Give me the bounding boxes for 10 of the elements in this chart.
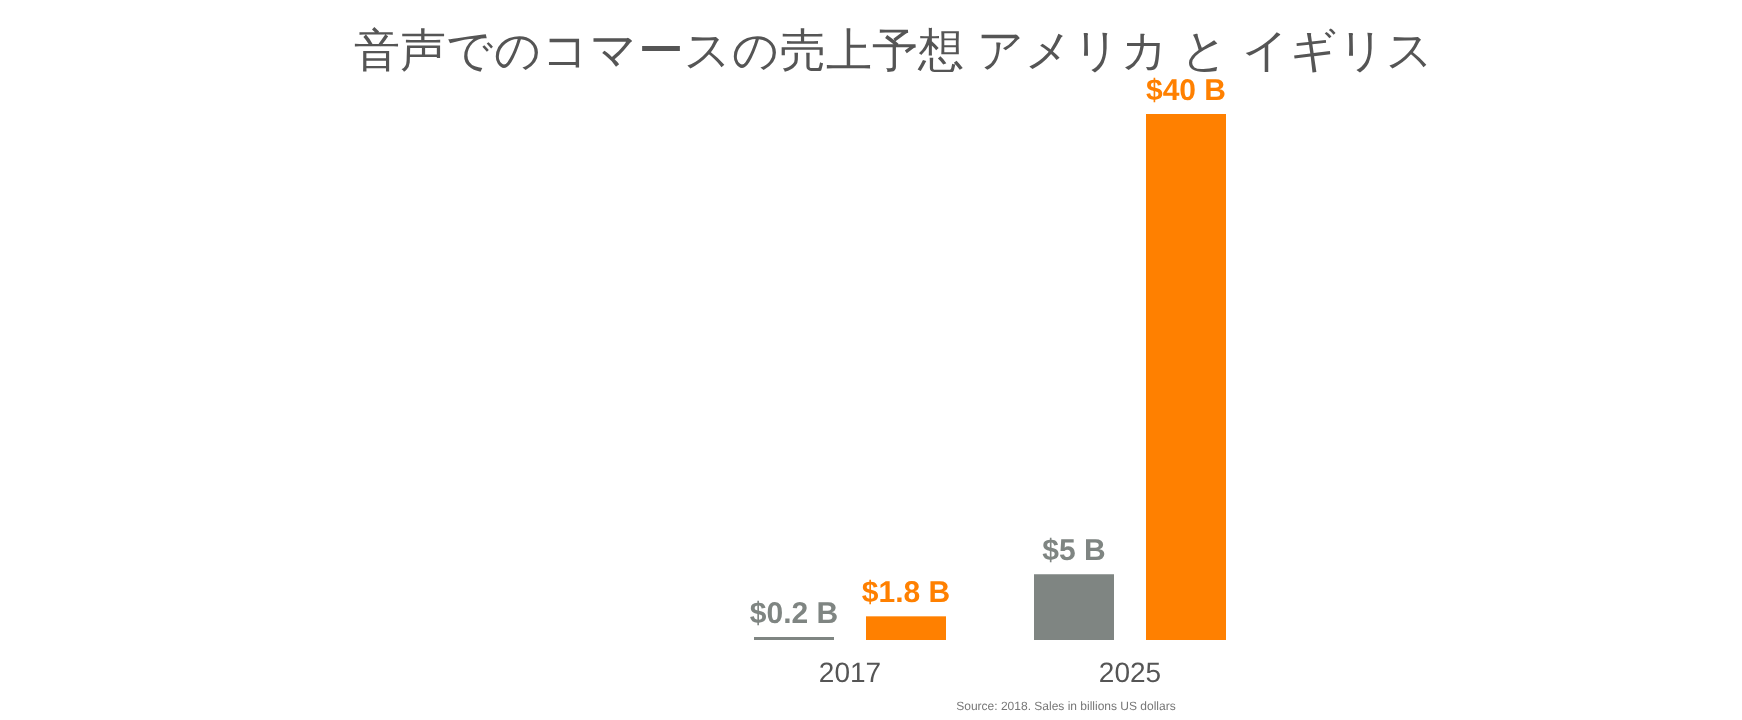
data-label: $0.2 B [749, 597, 839, 631]
bar [1034, 574, 1114, 640]
data-label: $1.8 B [861, 576, 951, 611]
bar [866, 616, 946, 640]
bar [1146, 114, 1226, 640]
x-tick-label: 2025 [1098, 656, 1162, 688]
chart-title: 音声でのコマースの売上予想 アメリカ と イギリス [353, 24, 1435, 76]
x-tick-label: 2017 [818, 656, 882, 688]
data-label: $5 B [1042, 534, 1107, 569]
data-label: $40 B [1145, 74, 1227, 108]
